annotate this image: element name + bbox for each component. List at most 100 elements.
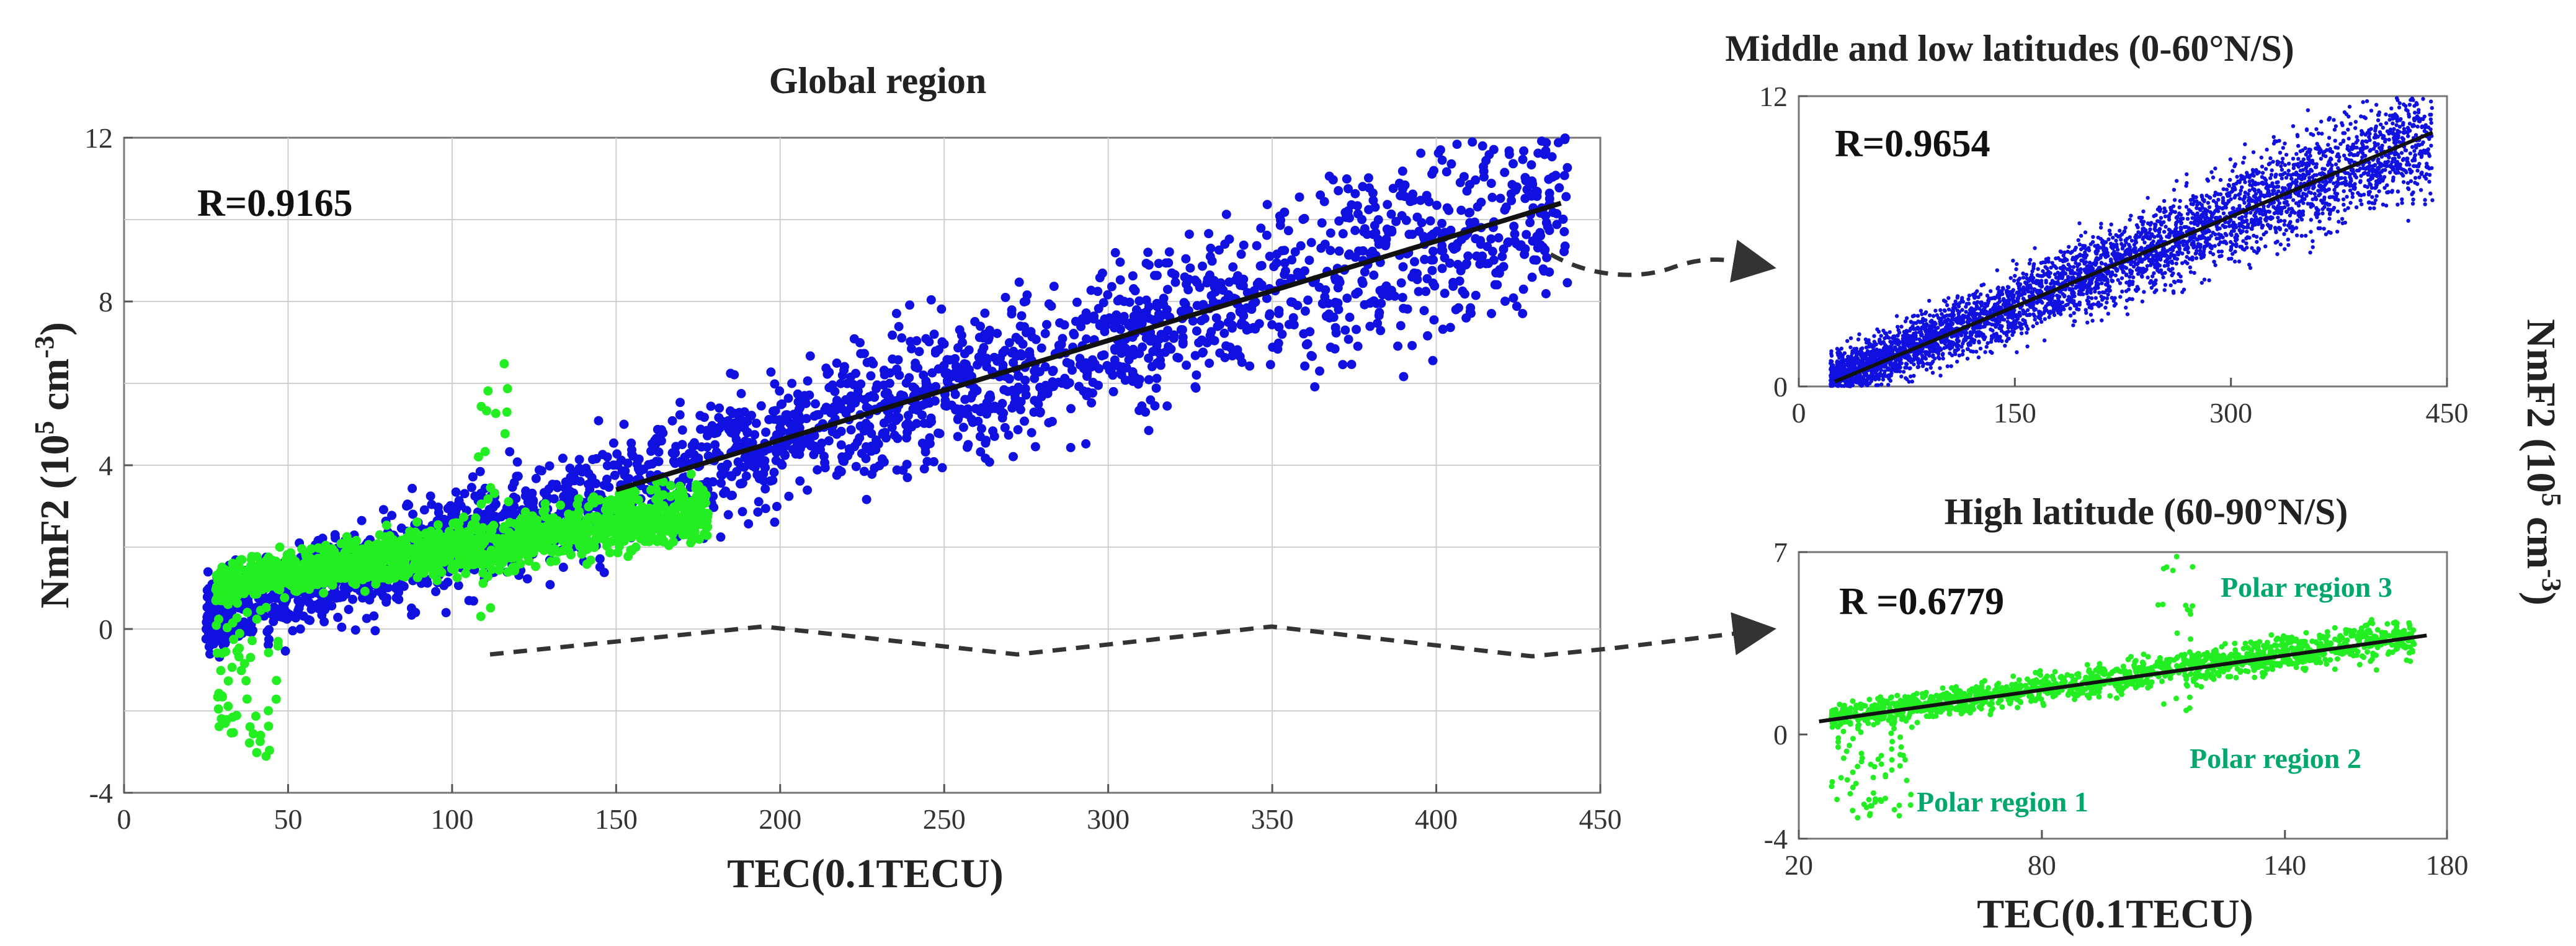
data-point	[1161, 258, 1171, 268]
data-point	[1020, 375, 1030, 385]
data-point	[1141, 295, 1151, 305]
data-point	[669, 537, 678, 547]
data-point	[1143, 248, 1153, 257]
data-point	[1504, 146, 1514, 156]
data-point	[1299, 329, 1309, 339]
data-point	[1428, 246, 1438, 256]
data-point	[1509, 221, 1519, 231]
data-point	[1190, 382, 1200, 392]
data-point	[856, 349, 866, 359]
data-point	[1533, 148, 1543, 158]
data-point	[1442, 167, 1451, 177]
data-point	[686, 496, 696, 506]
x-tick-label: 200	[759, 803, 801, 835]
data-point	[382, 593, 391, 603]
data-point	[2172, 187, 2177, 192]
data-point	[476, 612, 486, 622]
data-point	[765, 476, 775, 486]
data-point	[929, 329, 939, 339]
data-point	[1397, 293, 1407, 303]
data-point	[901, 378, 911, 388]
data-point	[803, 485, 813, 495]
data-point	[2311, 245, 2315, 249]
data-point	[2198, 249, 2203, 253]
data-point	[1087, 398, 1097, 408]
data-point	[213, 576, 223, 586]
data-point	[1487, 309, 1496, 318]
data-point	[1148, 347, 1158, 357]
data-point	[1548, 172, 1558, 182]
data-point	[1048, 365, 1058, 375]
data-point	[787, 378, 797, 388]
data-point	[319, 588, 329, 598]
data-point	[777, 399, 787, 409]
data-point	[1014, 277, 1024, 287]
data-point	[228, 712, 238, 722]
data-point	[1340, 325, 1350, 335]
data-point	[1004, 338, 1014, 348]
data-point	[2293, 210, 2297, 215]
data-point	[920, 399, 930, 409]
ylabel-part-2: cm	[32, 359, 78, 421]
data-point	[468, 553, 478, 563]
data-point	[891, 308, 901, 318]
data-point	[262, 627, 272, 636]
data-point	[914, 347, 924, 357]
data-point	[297, 544, 307, 554]
data-point	[362, 614, 372, 623]
data-point	[1174, 353, 1183, 363]
data-point	[795, 476, 805, 486]
data-point	[1162, 401, 1172, 411]
data-point	[370, 569, 379, 579]
data-point	[893, 434, 902, 444]
data-point	[741, 471, 751, 481]
data-point	[1562, 163, 1572, 172]
data-point	[734, 413, 744, 422]
data-point	[216, 666, 226, 676]
data-point	[461, 569, 471, 579]
data-point	[1269, 262, 1279, 272]
data-point	[754, 497, 764, 507]
data-point	[861, 453, 871, 463]
data-point	[602, 452, 612, 462]
data-point	[832, 358, 842, 368]
data-point	[1386, 285, 1396, 295]
data-point	[337, 622, 347, 632]
data-point	[619, 419, 629, 429]
data-point	[256, 730, 265, 740]
data-point	[1190, 275, 1200, 285]
data-point	[1144, 375, 1154, 385]
data-point	[551, 480, 561, 489]
data-point	[344, 605, 354, 614]
data-point	[320, 569, 330, 578]
data-point	[1437, 218, 1446, 228]
data-point	[1365, 183, 1374, 193]
data-point	[211, 584, 221, 594]
data-point	[1541, 218, 1551, 228]
data-point	[1087, 355, 1097, 365]
data-point	[766, 367, 776, 377]
data-point	[1525, 218, 1535, 228]
data-point	[657, 425, 666, 435]
data-point	[1544, 267, 1554, 277]
data-point	[589, 512, 599, 522]
data-point	[620, 494, 630, 504]
data-point	[419, 505, 429, 515]
data-point	[1055, 318, 1065, 328]
data-point	[1001, 293, 1010, 302]
data-point	[1518, 284, 1528, 294]
data-point	[1350, 189, 1360, 199]
data-point	[931, 382, 941, 391]
data-point	[1086, 285, 1096, 295]
data-point	[1415, 195, 1425, 205]
data-point	[507, 482, 517, 492]
data-point	[505, 447, 515, 457]
data-point	[2097, 304, 2101, 308]
data-point	[1410, 257, 1419, 267]
data-point	[1134, 375, 1144, 385]
data-point	[232, 613, 242, 623]
data-point	[1295, 272, 1304, 282]
data-point	[1559, 247, 1569, 257]
data-point	[919, 370, 929, 380]
data-point	[2067, 244, 2071, 249]
